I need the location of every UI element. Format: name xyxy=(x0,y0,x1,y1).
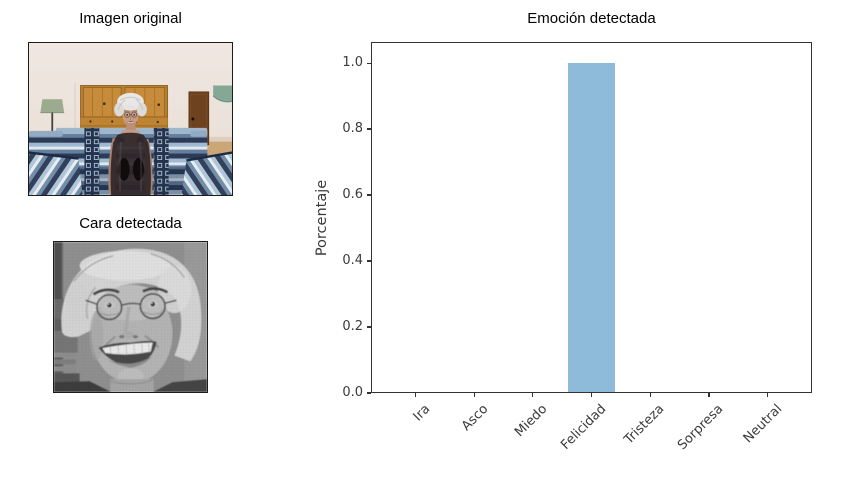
bar-felicidad xyxy=(568,63,616,393)
x-tick xyxy=(649,393,651,397)
y-tick-label: 0.2 xyxy=(342,319,363,335)
face-image-title: Cara detectada xyxy=(79,215,182,232)
original-image-graphic xyxy=(29,43,232,195)
x-tick xyxy=(767,393,769,397)
face-image xyxy=(53,241,208,393)
y-tick xyxy=(367,62,371,64)
y-tick-label: 0.0 xyxy=(342,385,363,400)
y-tick xyxy=(367,392,371,394)
y-tick xyxy=(367,128,371,130)
face-image-graphic xyxy=(54,242,207,392)
y-tick-label: 0.4 xyxy=(342,253,363,269)
y-tick xyxy=(367,194,371,196)
y-tick xyxy=(367,326,371,328)
chart-title: Emoción detectada xyxy=(527,10,656,27)
y-tick-label: 0.8 xyxy=(342,121,363,137)
y-tick-label: 1.0 xyxy=(342,55,363,71)
y-tick-label: 0.6 xyxy=(342,187,363,203)
x-tick xyxy=(532,393,534,397)
original-image-title: Imagen original xyxy=(79,10,182,27)
x-tick xyxy=(591,393,593,397)
x-tick xyxy=(708,393,710,397)
y-tick xyxy=(367,260,371,262)
original-image xyxy=(28,42,233,196)
x-tick xyxy=(473,393,475,397)
x-tick xyxy=(414,393,417,397)
